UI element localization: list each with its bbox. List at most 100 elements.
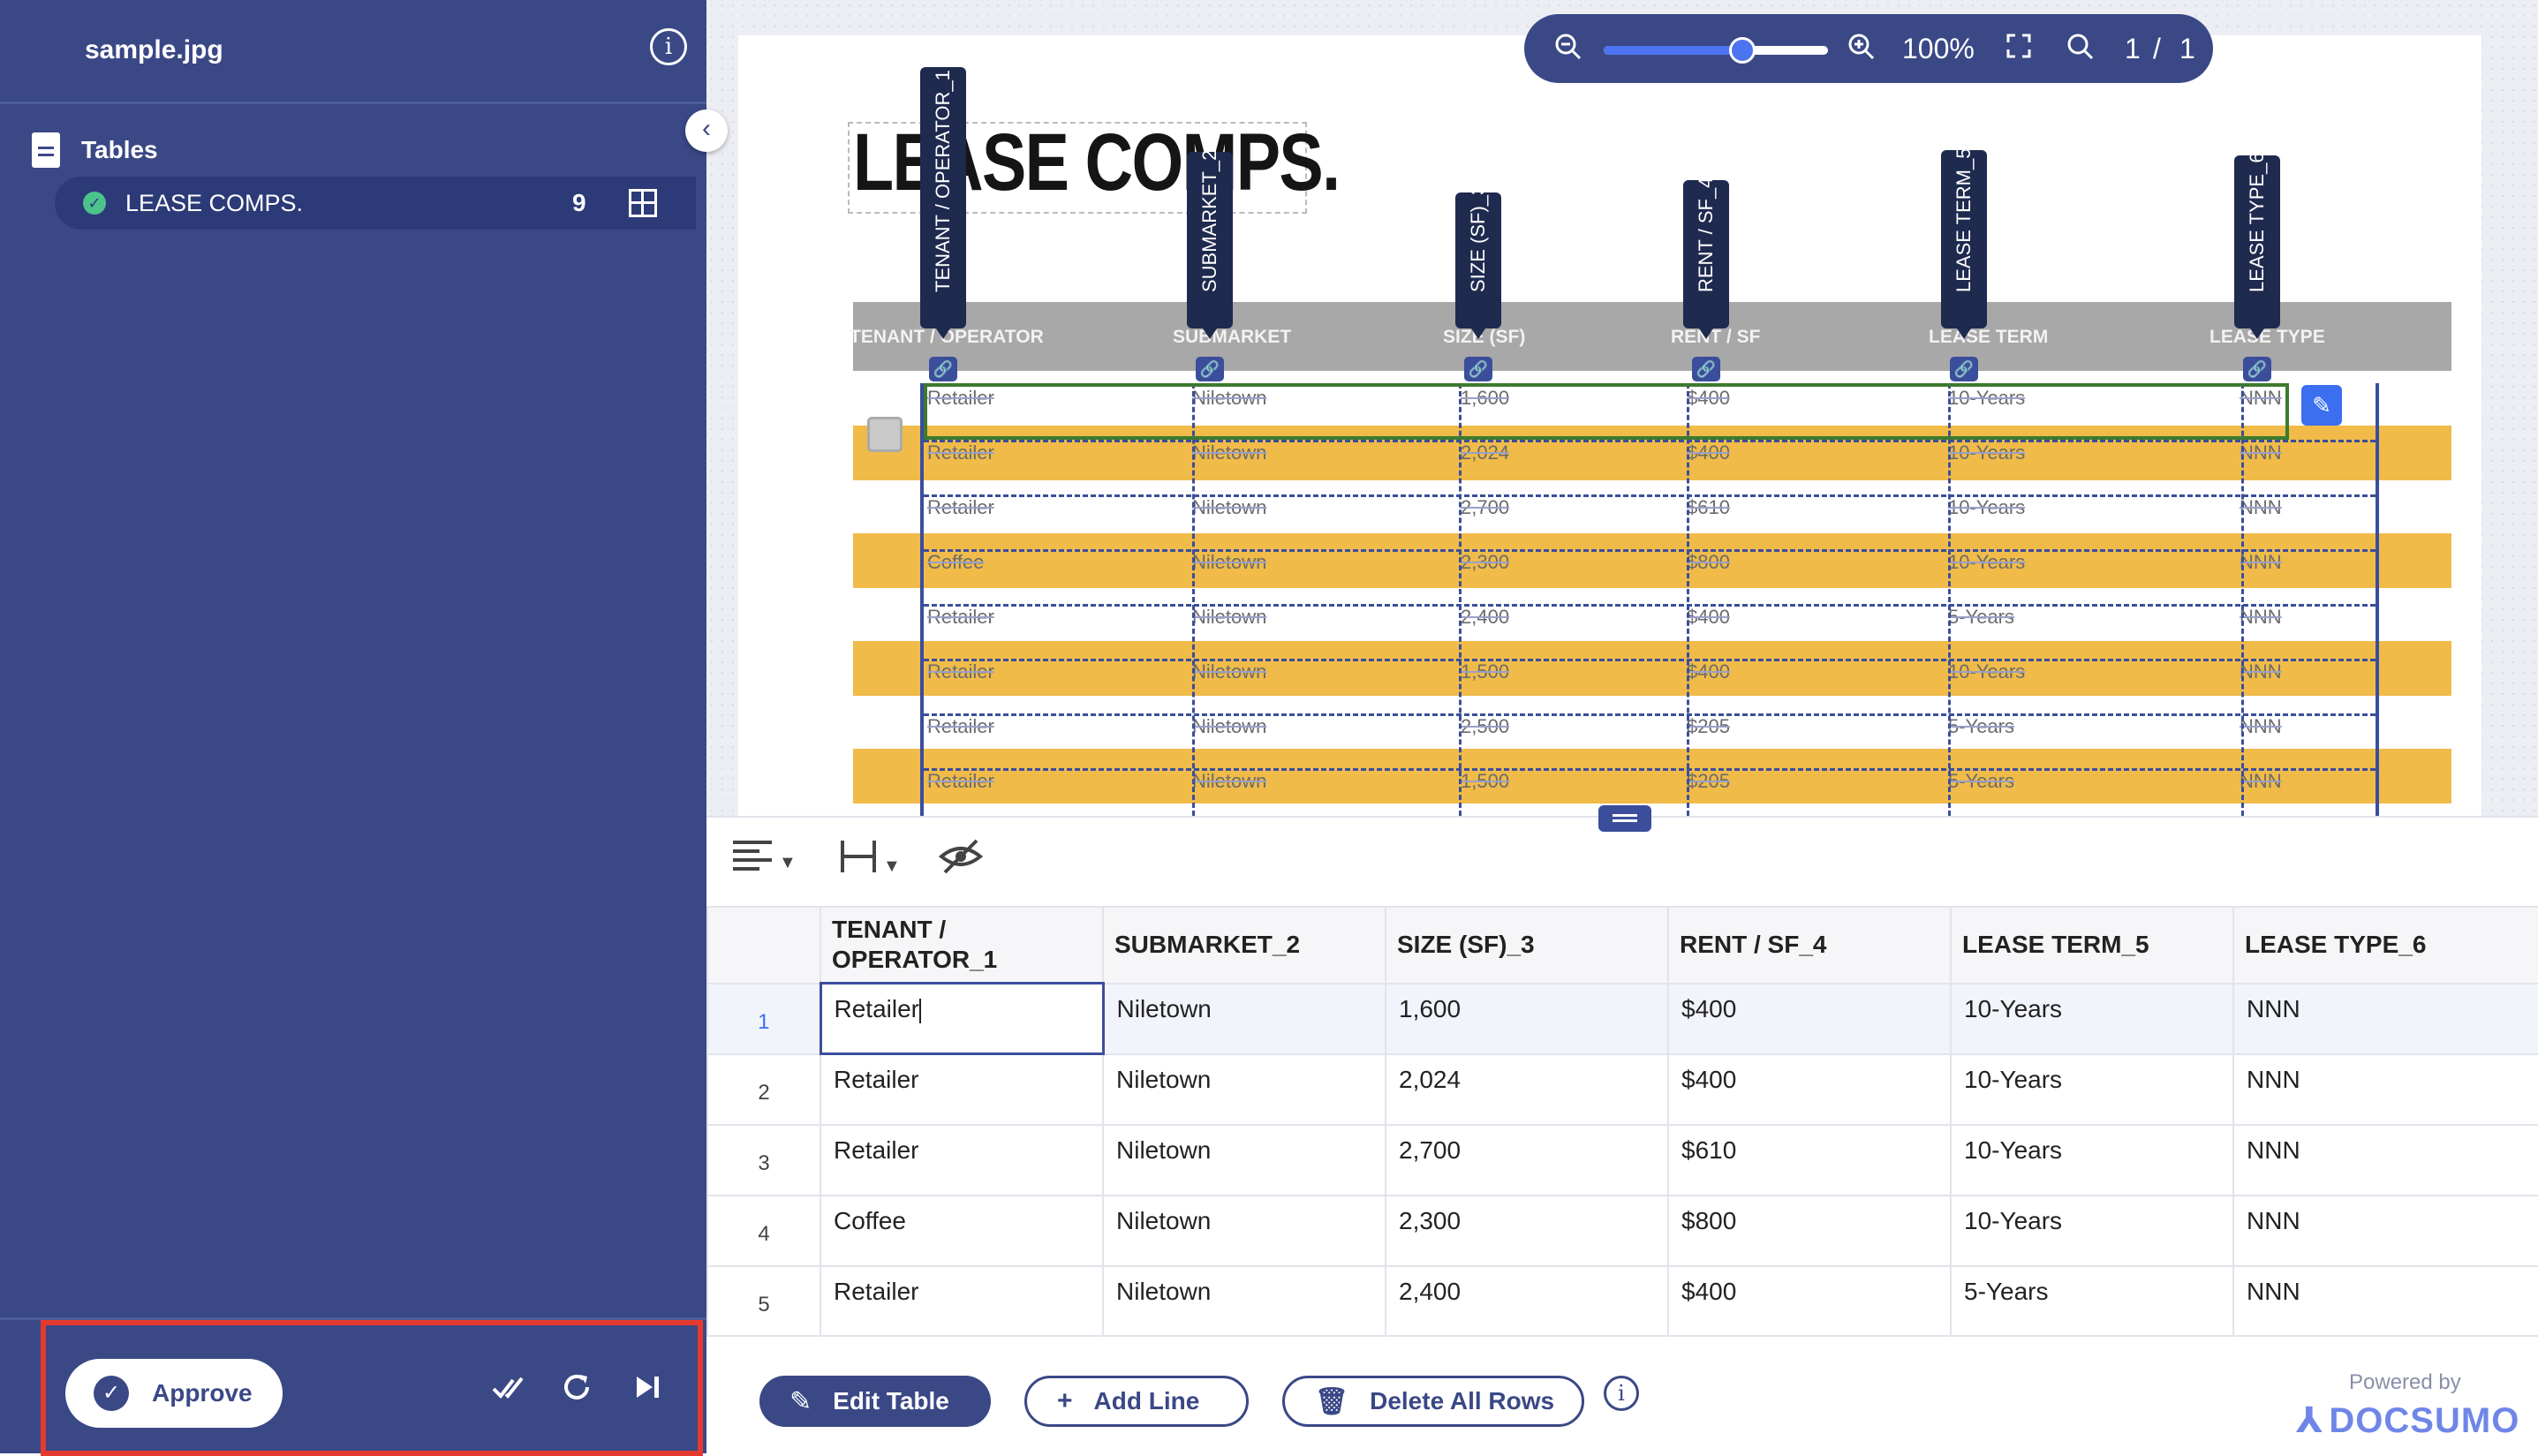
table-cell[interactable]: 1,600 [1385,982,1669,1055]
link-icon[interactable]: 🔗 [1196,357,1224,381]
grid-row-divider[interactable] [924,440,2376,442]
info-icon[interactable]: i [650,28,687,65]
column-header[interactable]: TENANT / OPERATOR_1 [820,906,1104,984]
search-icon[interactable] [2063,32,2098,69]
grid-row-divider[interactable] [924,659,2376,661]
link-icon[interactable]: 🔗 [929,357,957,381]
table-cell[interactable]: 10-Years [1950,982,2234,1055]
link-icon[interactable]: 🔗 [1950,357,1978,381]
table-cell[interactable]: $400 [1667,1052,1952,1126]
table-cell[interactable]: 2,024 [1385,1052,1669,1126]
link-icon[interactable]: 🔗 [1692,357,1720,381]
align-left-icon[interactable]: ▼ [731,837,797,883]
edit-table-button[interactable]: ✎ Edit Table [759,1376,991,1427]
table-cell[interactable]: 10-Years [1950,1194,2234,1267]
table-cell[interactable]: Retailer [820,1052,1104,1126]
grid-row-divider[interactable] [924,549,2376,552]
info-icon[interactable]: i [1604,1376,1639,1411]
grid-column-divider[interactable] [1948,383,1951,816]
document-cell-text: Niletown [1192,606,1267,628]
column-header[interactable]: LEASE TYPE_6 [2232,906,2538,984]
zoom-in-icon[interactable] [1844,32,1879,69]
table-cell[interactable]: Retailer [820,1123,1104,1196]
table-row[interactable]: 5 Retailer Niletown 2,400 $400 5-Years NNN [706,1264,2538,1338]
grid-column-divider[interactable] [1192,383,1195,816]
column-tag[interactable]: LEASE TYPE_6 [2234,152,2280,339]
table-row[interactable]: 3 Retailer Niletown 2,700 $610 10-Years NNN [706,1123,2538,1196]
table-cell[interactable]: $800 [1667,1194,1952,1267]
column-tag[interactable]: SUBMARKET_2 [1187,150,1233,339]
table-cell[interactable]: Retailer [819,982,1105,1055]
add-line-button[interactable]: + Add Line [1024,1376,1249,1427]
table-cell[interactable]: $610 [1667,1123,1952,1196]
approve-button[interactable]: ✓ Approve [65,1359,283,1428]
table-cell[interactable]: 2,700 [1385,1123,1669,1196]
grid-row-divider[interactable] [924,713,2376,716]
document-cell-text: 2,400 [1461,606,1510,628]
table-cell[interactable]: NNN [2232,1123,2538,1196]
brand-name: DOCSUMO [2329,1401,2520,1440]
grid-column-divider[interactable] [2241,383,2244,816]
pencil-icon[interactable]: ✎ [2301,385,2342,426]
zoom-slider-knob[interactable] [1729,37,1756,64]
table-cell[interactable]: NNN [2232,1194,2538,1267]
table-cell[interactable]: $400 [1667,1264,1952,1338]
fullscreen-icon[interactable] [2001,32,2036,67]
eye-slash-icon[interactable] [938,837,984,883]
row-handle-icon[interactable] [867,417,903,452]
document-cell-text: NNN [2240,496,2282,518]
table-cell[interactable]: 2,400 [1385,1264,1669,1338]
column-tag[interactable]: LEASE TERM_5 [1941,148,1987,339]
table-cell[interactable]: Niletown [1102,1052,1386,1126]
grid-row-divider[interactable] [924,604,2376,607]
table-cell[interactable]: 10-Years [1950,1123,2234,1196]
table-row[interactable]: 4 Coffee Niletown 2,300 $800 10-Years NNN [706,1194,2538,1267]
sidebar-item-lease-comps[interactable]: ✓ LEASE COMPS. 9 [55,177,696,230]
table-row[interactable]: 2 Retailer Niletown 2,024 $400 10-Years NNN [706,1052,2538,1126]
link-icon[interactable]: 🔗 [2243,357,2271,381]
sidebar-item-label: LEASE COMPS. [125,189,304,216]
chevron-left-icon[interactable]: ‹ [685,109,728,152]
grid-column-divider[interactable] [1459,383,1462,816]
table-cell[interactable]: 2,300 [1385,1194,1669,1267]
table-row[interactable]: 1 Retailer Niletown 1,600 $400 10-Years NNN [706,982,2538,1055]
table-cell[interactable]: Retailer [820,1264,1104,1338]
docsumo-logo[interactable]: ⅄ DOCSUMO [2296,1400,2519,1441]
delete-all-rows-button[interactable]: 🗑 Delete All Rows [1282,1376,1584,1427]
zoom-slider[interactable] [1604,37,1828,64]
table-cell[interactable]: 10-Years [1950,1052,2234,1126]
table-cell[interactable]: Niletown [1102,1264,1386,1338]
document-header-bar [853,302,2451,371]
grid-column-divider[interactable] [1687,383,1689,816]
skip-next-icon[interactable] [625,1368,669,1412]
column-tag[interactable]: TENANT / OPERATOR_1 [920,67,966,339]
plus-icon: + [1057,1386,1073,1415]
column-header[interactable]: SIZE (SF)_3 [1385,906,1669,984]
document-viewer[interactable]: LEASE COMPS. TENANT / OPERATOR SUBMARKET S… [706,0,2538,816]
refresh-icon[interactable] [555,1368,599,1412]
table-grid-icon[interactable] [629,189,657,217]
column-tag[interactable]: RENT / SF_4 [1683,177,1729,339]
grid-row-divider[interactable] [924,494,2376,497]
zoom-out-icon[interactable] [1551,32,1586,69]
link-icon[interactable]: 🔗 [1464,357,1492,381]
panel-resize-handle[interactable] [1598,805,1651,832]
column-width-icon[interactable]: ▼ [839,837,901,883]
table-cell[interactable]: Niletown [1102,1123,1386,1196]
table-cell[interactable]: Niletown [1102,982,1386,1055]
table-cell[interactable]: NNN [2232,1264,2538,1338]
table-cell[interactable]: $400 [1667,982,1952,1055]
column-tag[interactable]: SIZE (SF)_3 [1455,185,1501,339]
table-cell[interactable]: Niletown [1102,1194,1386,1267]
grid-row-divider[interactable] [924,768,2376,771]
table-cell[interactable]: Coffee [820,1194,1104,1267]
page-current[interactable]: 1 [2125,33,2141,64]
column-header[interactable]: SUBMARKET_2 [1102,906,1386,984]
double-check-icon[interactable] [487,1368,532,1412]
table-cell[interactable]: NNN [2232,1052,2538,1126]
table-header-row: TENANT / OPERATOR_1 SUBMARKET_2 SIZE (SF… [706,906,2538,984]
column-header[interactable]: RENT / SF_4 [1667,906,1952,984]
column-header[interactable]: LEASE TERM_5 [1950,906,2234,984]
table-cell[interactable]: 5-Years [1950,1264,2234,1338]
table-cell[interactable]: NNN [2232,982,2538,1055]
